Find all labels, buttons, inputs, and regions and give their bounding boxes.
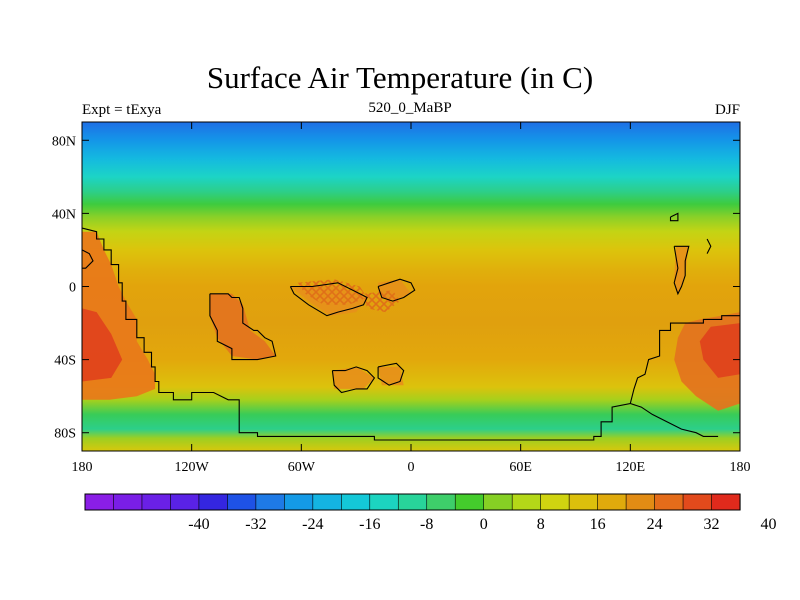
y-tick-label: 0 [69,281,76,296]
colorbar-label: -32 [245,516,266,533]
colorbar-swatch [227,493,257,511]
colorbar-swatch [682,493,713,511]
x-tick-label: 180 [72,460,93,475]
colorbar-swatch [340,493,371,511]
colorbar-swatch [397,493,428,511]
season-label: DJF [714,102,740,118]
colorbar-label: 40 [761,516,777,533]
coastline-10 [630,402,719,437]
colorbar-label: -40 [188,516,209,533]
coastlines-layer [82,212,740,441]
colorbar-label: 32 [704,516,720,533]
hatched-region-1 [363,290,400,313]
colorbar-swatch [312,493,342,511]
warm-region-8 [378,366,404,386]
colorbar-label: 24 [647,516,663,533]
warm-regions-layer [82,231,740,411]
map-title: Surface Air Temperature (in C) [206,60,594,95]
colorbar-swatch [198,493,228,511]
colorbar-swatch [284,493,314,511]
coastline-5 [377,362,405,386]
coastline-3 [377,278,416,302]
colorbar-swatch [369,493,399,511]
colorbar-swatch [454,493,485,511]
colorbar-label: 0 [480,516,488,533]
colorbar: -40 -32 -24 -16 -8 0 8 16 24 32 40 [84,493,777,533]
coastline-2 [289,282,368,317]
coastline-9 [669,212,679,222]
coastline-0 [82,227,740,441]
colorbar-swatch [711,493,741,511]
x-tick-label: 60W [288,460,316,475]
colorbar-swatch [426,493,456,511]
y-tick-label: 80S [54,427,76,442]
coastline-8 [82,249,94,269]
colorbar-frame [84,493,741,511]
experiment-label: Expt = tExya [82,102,162,118]
x-tick-label: 0 [408,460,415,475]
y-tick-label: 80N [52,134,76,149]
colorbar-swatch [483,493,513,511]
x-tick-label: 120E [616,460,646,475]
colorbar-label: 16 [590,516,606,533]
y-tick-label: 40S [54,354,76,369]
colorbar-swatch [568,493,599,511]
warm-region-1 [82,308,123,382]
colorbar-swatch [255,493,285,511]
colorbar-label: -24 [302,516,323,533]
colorbar-swatch [654,493,684,511]
colorbar-swatch [625,493,656,511]
warm-region-7 [332,366,375,389]
colorbar-label: -8 [420,516,433,533]
x-tick-label: 180 [730,460,751,475]
coastline-6 [673,245,690,296]
colorbar-swatch [141,493,172,511]
x-tick-label: 60E [509,460,532,475]
warm-region-9 [674,246,689,294]
period-label: 520_0_MaBP [368,100,452,116]
warm-region-4 [699,323,740,378]
coastline-1 [209,293,277,361]
colorbar-swatch [84,493,115,511]
warm-region-2 [209,293,276,360]
colorbar-swatch [540,493,570,511]
temperature-field-background [82,122,740,451]
x-tick-label: 120W [175,460,210,475]
colorbar-swatch [511,493,542,511]
colorbar-label: 8 [537,516,545,533]
y-tick-label: 40N [52,207,76,222]
coastline-4 [331,366,376,394]
coastline-7 [706,238,712,254]
colorbar-swatch [170,493,200,511]
colorbar-swatch [113,493,143,511]
map-axes: 180 120W 60W 0 60E 120E 180 80N 40N 0 40S 80S [52,122,751,475]
colorbar-label: -16 [359,516,380,533]
colorbar-swatch [597,493,627,511]
